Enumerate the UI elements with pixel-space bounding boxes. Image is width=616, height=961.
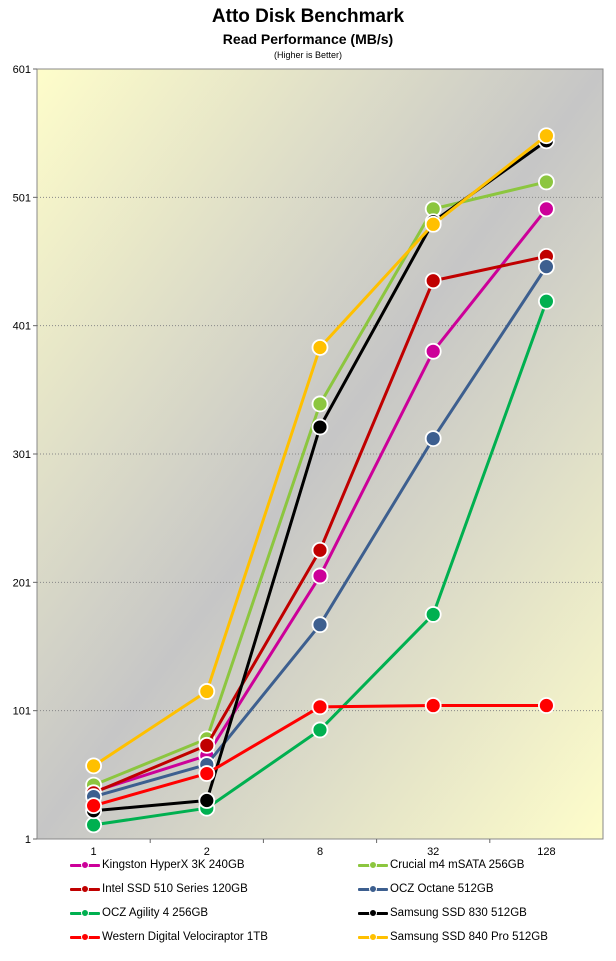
data-point — [85, 757, 102, 775]
x-tick-label: 128 — [537, 846, 555, 856]
legend-label: Western Digital Velociraptor 1TB — [102, 931, 268, 943]
data-point — [85, 816, 102, 834]
data-point — [311, 721, 329, 739]
legend-swatch — [70, 931, 100, 943]
y-tick-label: 1 — [25, 834, 31, 846]
data-point — [538, 200, 555, 218]
data-point — [198, 736, 216, 754]
legend-label: Samsung SSD 840 Pro 512GB — [390, 931, 548, 943]
legend-item: Intel SSD 510 Series 120GB — [70, 880, 248, 898]
y-tick-label: 101 — [13, 706, 31, 718]
x-tick-label: 1 — [91, 846, 97, 856]
data-point — [538, 292, 555, 310]
legend-label: Crucial m4 mSATA 256GB — [390, 859, 525, 871]
data-point — [424, 215, 442, 233]
data-point — [424, 697, 442, 714]
y-tick-label: 601 — [13, 64, 31, 76]
data-point — [424, 430, 442, 448]
data-point — [538, 258, 555, 276]
x-tick-label: 2 — [204, 846, 210, 856]
series-4 — [85, 292, 555, 834]
x-tick-label: 32 — [427, 846, 439, 856]
data-point — [85, 797, 102, 815]
series-6 — [85, 697, 555, 815]
data-point — [424, 342, 442, 360]
legend-label: Kingston HyperX 3K 240GB — [102, 859, 245, 871]
legend-swatch — [358, 931, 388, 943]
data-point — [538, 173, 555, 191]
legend-swatch — [358, 907, 388, 919]
data-point — [311, 698, 329, 716]
legend-label: OCZ Agility 4 256GB — [102, 907, 209, 919]
legend-item: Western Digital Velociraptor 1TB — [70, 928, 268, 946]
data-point — [311, 395, 329, 413]
data-point — [424, 272, 442, 290]
data-point — [198, 792, 216, 809]
legend-swatch — [358, 859, 388, 871]
legend-label: Samsung SSD 830 512GB — [390, 907, 527, 919]
chart-note: (Higher is Better) — [273, 50, 343, 60]
legend-swatch — [70, 883, 100, 895]
data-point — [424, 606, 442, 623]
data-point — [198, 765, 216, 782]
chart-legend: Kingston HyperX 3K 240GB Crucial m4 mSATA… — [0, 856, 616, 960]
y-tick-label: 401 — [13, 321, 31, 333]
data-point — [311, 541, 329, 559]
y-tick-label: 201 — [13, 577, 31, 589]
legend-item: Samsung SSD 840 Pro 512GB — [358, 928, 548, 946]
data-point — [538, 697, 555, 714]
legend-swatch — [70, 859, 100, 871]
data-point — [311, 418, 329, 436]
legend-item: OCZ Agility 4 256GB — [70, 904, 208, 922]
legend-label: OCZ Octane 512GB — [390, 883, 494, 895]
legend-swatch — [358, 883, 388, 895]
legend-label: Intel SSD 510 Series 120GB — [102, 883, 248, 895]
data-point — [311, 339, 329, 356]
chart-subtitle: Read Performance (MB/s) — [222, 31, 394, 47]
data-point — [198, 683, 216, 700]
legend-item: Kingston HyperX 3K 240GB — [70, 856, 245, 874]
data-point — [311, 616, 329, 634]
legend-swatch — [70, 907, 100, 919]
data-point — [538, 127, 555, 145]
legend-item: OCZ Octane 512GB — [358, 880, 494, 898]
y-tick-label: 301 — [13, 449, 31, 461]
y-tick-label: 501 — [13, 192, 31, 204]
series-7 — [85, 127, 555, 775]
legend-item: Samsung SSD 830 512GB — [358, 904, 527, 922]
legend-item: Crucial m4 mSATA 256GB — [358, 856, 524, 874]
x-tick-label: 8 — [317, 846, 323, 856]
chart-title: Atto Disk Benchmark — [211, 6, 405, 27]
data-point — [311, 567, 329, 585]
